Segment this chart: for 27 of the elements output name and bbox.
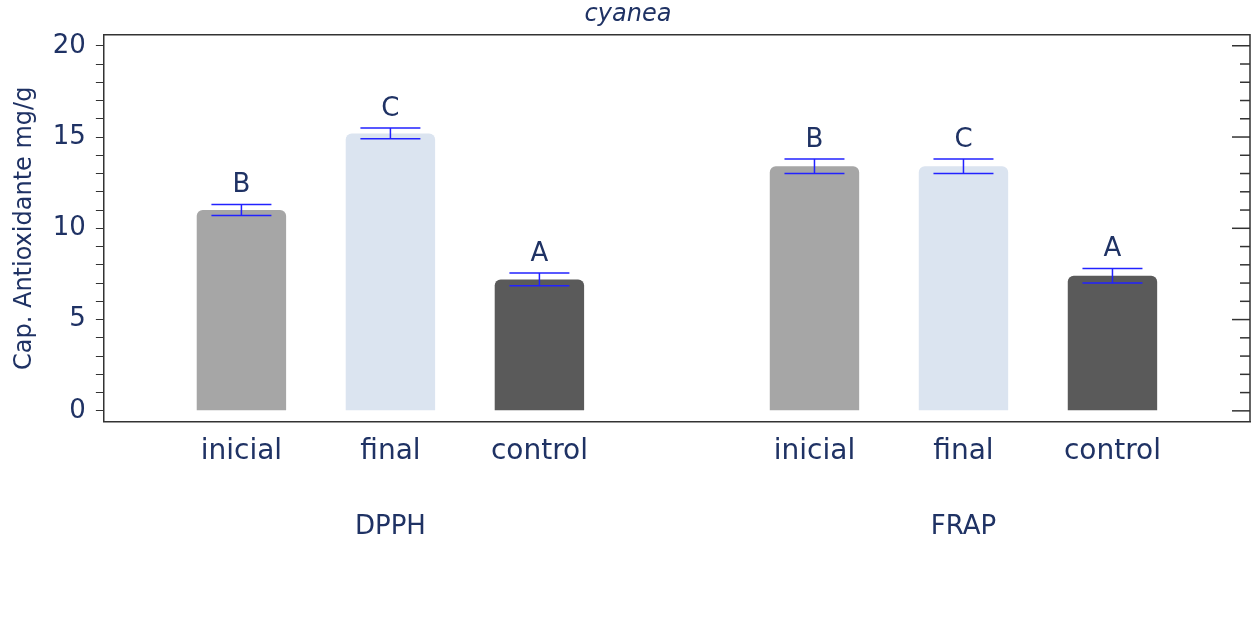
series-label: inicial — [200, 433, 283, 467]
bar — [494, 279, 585, 411]
text: final — [933, 433, 994, 467]
y-tick-label: 0 — [69, 393, 86, 424]
y-tick-label: 10 — [52, 211, 86, 242]
chart-title: cyanea — [584, 0, 672, 27]
data-label: B — [805, 122, 824, 153]
text: inicial — [773, 433, 856, 467]
data-label: C — [381, 91, 400, 122]
series-label: control — [1063, 433, 1161, 467]
y-axis-title: Cap. Antioxidante mg/g — [8, 86, 37, 370]
bar — [196, 210, 287, 411]
y-tick-label: 5 — [69, 302, 86, 333]
bar — [1067, 275, 1158, 411]
series-label: final — [360, 433, 421, 467]
bar — [918, 166, 1009, 411]
data-label: A — [530, 236, 549, 267]
text: control — [490, 433, 588, 467]
y-tick-label: 20 — [52, 28, 86, 59]
data-label: B — [232, 168, 251, 199]
data-label: C — [954, 122, 973, 153]
x-tick-label: DPPH — [354, 510, 426, 541]
data-label: A — [1103, 232, 1122, 263]
bar — [769, 166, 860, 411]
y-tick-label: 15 — [52, 119, 86, 150]
bar — [345, 133, 436, 411]
x-tick-label: FRAP — [930, 510, 997, 541]
